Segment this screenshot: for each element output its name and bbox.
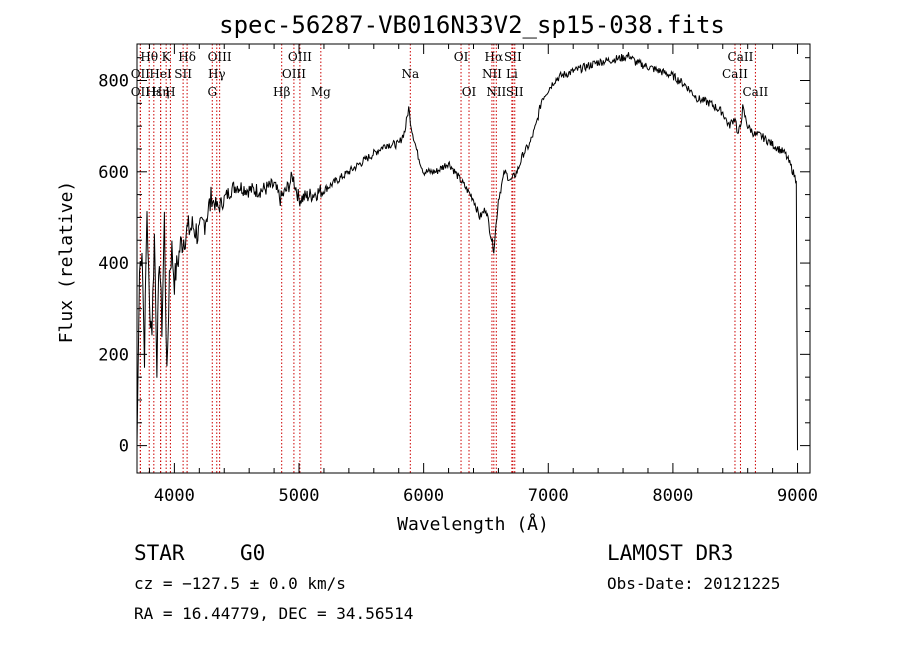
y-tick-label: 400 — [98, 254, 129, 274]
line-label: OI — [462, 85, 477, 99]
line-label: Mg — [311, 85, 331, 99]
line-label: Li — [506, 67, 518, 81]
x-axis-label: Wavelength (Å) — [397, 513, 549, 535]
line-label: H — [165, 85, 175, 99]
object-class: STAR — [134, 541, 185, 565]
line-label: Hδ — [178, 50, 196, 64]
x-tick-label: 5000 — [279, 486, 320, 506]
x-tick-label: 4000 — [154, 486, 195, 506]
line-label: Hθ — [140, 50, 158, 64]
line-label: NII — [482, 67, 502, 81]
line-label: Hα — [485, 50, 504, 64]
survey-name: LAMOST DR3 — [607, 541, 733, 565]
line-label: Na — [401, 67, 419, 81]
line-label: OII — [131, 85, 151, 99]
line-label: HeI — [149, 67, 172, 81]
line-label: SII — [504, 50, 522, 64]
line-label: CaII — [742, 85, 768, 99]
line-label: SII — [174, 67, 192, 81]
line-label: Hγ — [208, 67, 226, 81]
chart-title: spec-56287-VB016N33V2_sp15-038.fits — [219, 11, 725, 39]
y-axis-ticks: 0 200 400 600 800 — [98, 57, 810, 457]
x-tick-label: 8000 — [652, 486, 693, 506]
redshift-cz: cz = −127.5 ± 0.0 km/s — [134, 574, 346, 593]
line-label: CaII — [728, 50, 754, 64]
ra-dec-coordinates: RA = 16.44779, DEC = 34.56514 — [134, 604, 413, 623]
observation-date: Obs-Date: 20121225 — [607, 574, 780, 593]
line-label: SII — [506, 85, 524, 99]
line-label: K — [162, 50, 172, 64]
y-tick-label: 200 — [98, 345, 129, 365]
spectrum-line — [136, 52, 798, 451]
line-label: OIII — [282, 67, 306, 81]
y-tick-label: 800 — [98, 72, 129, 92]
line-label: OI — [454, 50, 469, 64]
line-label: OIII — [208, 50, 232, 64]
line-label: Hε — [145, 85, 162, 99]
spectrum-series — [136, 52, 798, 451]
y-tick-label: 0 — [119, 437, 129, 457]
line-label: OIII — [288, 50, 312, 64]
line-label: Hβ — [273, 85, 290, 99]
x-tick-label: 7000 — [528, 486, 569, 506]
line-label: CaII — [722, 67, 748, 81]
y-axis-label: Flux (relative) — [56, 181, 77, 344]
line-label: G — [207, 85, 217, 99]
line-label: NII — [486, 85, 506, 99]
x-axis-ticks: 4000 5000 6000 7000 8000 9000 — [148, 44, 818, 506]
object-subclass: G0 — [240, 541, 265, 565]
x-tick-label: 9000 — [777, 486, 818, 506]
x-tick-label: 6000 — [403, 486, 444, 506]
line-label: OII — [131, 67, 151, 81]
y-tick-label: 600 — [98, 163, 129, 183]
plot-frame — [136, 43, 811, 474]
line-label: Hη — [152, 85, 170, 99]
